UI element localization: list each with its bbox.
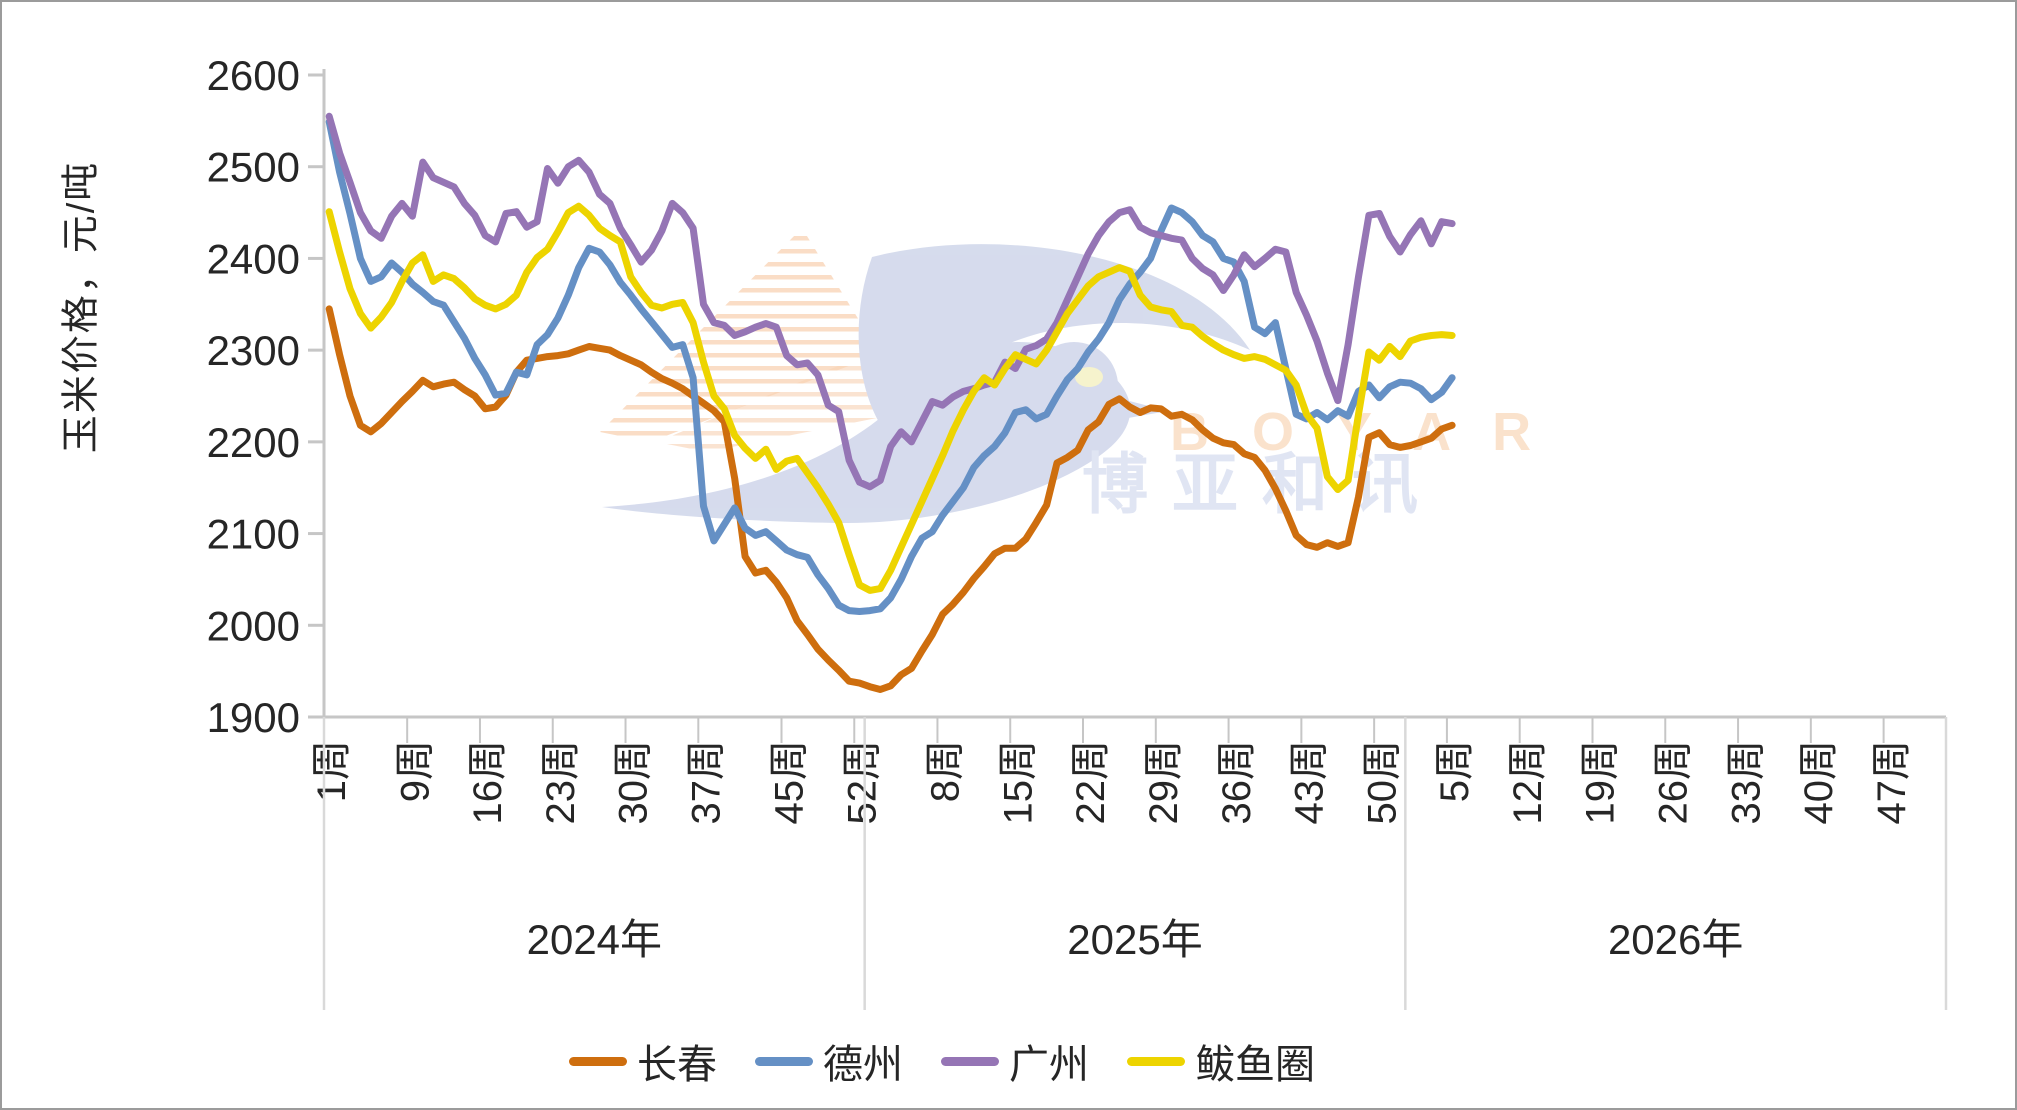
- watermark-bird-eye: [1075, 367, 1103, 387]
- x-axis-week-labels: 1周 9周 16周 23周 30周 37周 45周 52周 8周 15周 22周 29周 36周 43周 5…: [310, 717, 1914, 825]
- x-week-label: 43周: [1288, 740, 1332, 825]
- legend-swatch-广州: [941, 1056, 999, 1066]
- y-tick-label: 1900: [207, 694, 300, 741]
- series-line-德州: [325, 118, 1456, 615]
- legend-item-德州: 德州: [755, 1032, 903, 1090]
- x-week-label: 52周: [840, 740, 884, 825]
- legend-swatch-德州: [755, 1056, 813, 1066]
- y-tick-label: 2300: [207, 327, 300, 374]
- x-week-label: 50周: [1360, 740, 1404, 825]
- legend-item-广州: 广州: [941, 1032, 1089, 1090]
- axes: [322, 69, 1946, 719]
- legend-item-长春: 长春: [569, 1032, 717, 1090]
- year-label: 2024年: [527, 916, 662, 963]
- x-week-label: 29周: [1142, 740, 1186, 825]
- y-tick-label: 2200: [207, 419, 300, 466]
- x-week-label: 23周: [539, 740, 583, 825]
- x-week-label: 19周: [1579, 740, 1623, 825]
- legend-label-长春: 长春: [637, 1043, 717, 1087]
- legend-label-广州: 广州: [1009, 1043, 1089, 1087]
- x-week-label: 9周: [393, 740, 437, 802]
- legend-label-鲅鱼圈: 鲅鱼圈: [1195, 1043, 1315, 1087]
- x-week-label: 33周: [1724, 740, 1768, 825]
- series-line-广州: [325, 112, 1456, 491]
- x-week-label: 15周: [996, 740, 1040, 825]
- year-label: 2026年: [1608, 916, 1743, 963]
- x-week-label: 36周: [1215, 740, 1259, 825]
- legend-item-鲅鱼圈: 鲅鱼圈: [1127, 1032, 1315, 1090]
- legend-swatch-长春: [569, 1056, 627, 1066]
- x-week-label: 45周: [768, 740, 812, 825]
- x-week-label: 12周: [1506, 740, 1550, 825]
- series-line-鲅鱼圈: [325, 202, 1456, 594]
- y-tick-label: 2400: [207, 235, 300, 282]
- x-week-label: 37周: [685, 740, 729, 825]
- legend-label-德州: 德州: [823, 1043, 903, 1087]
- y-tick-label: 2000: [207, 602, 300, 649]
- x-week-label: 5周: [1433, 740, 1477, 802]
- x-week-label: 8周: [924, 740, 968, 802]
- x-week-label: 22周: [1069, 740, 1113, 825]
- y-tick-label: 2600: [207, 52, 300, 99]
- x-week-label: 1周: [310, 740, 354, 802]
- watermark-cjk-text: 博亚和讯: [1082, 447, 1442, 521]
- legend-swatch-鲅鱼圈: [1127, 1056, 1185, 1066]
- x-week-label: 47周: [1870, 740, 1914, 825]
- x-week-label: 30周: [612, 740, 656, 825]
- x-week-label: 40周: [1797, 740, 1841, 825]
- y-axis-tick-labels: 2600 2500 2400 2300 2200 2100 2000 1900: [207, 52, 324, 741]
- x-week-label: 16周: [466, 740, 510, 825]
- year-label: 2025年: [1067, 916, 1202, 963]
- y-tick-label: 2100: [207, 511, 300, 558]
- data-series-lines: [325, 112, 1456, 693]
- x-axis-year-labels: 2024年 2025年 2026年: [322, 717, 1948, 1010]
- legend: 长春 德州 广州 鲅鱼圈: [2, 1032, 1882, 1090]
- x-week-label: 26周: [1651, 740, 1695, 825]
- y-tick-label: 2500: [207, 144, 300, 191]
